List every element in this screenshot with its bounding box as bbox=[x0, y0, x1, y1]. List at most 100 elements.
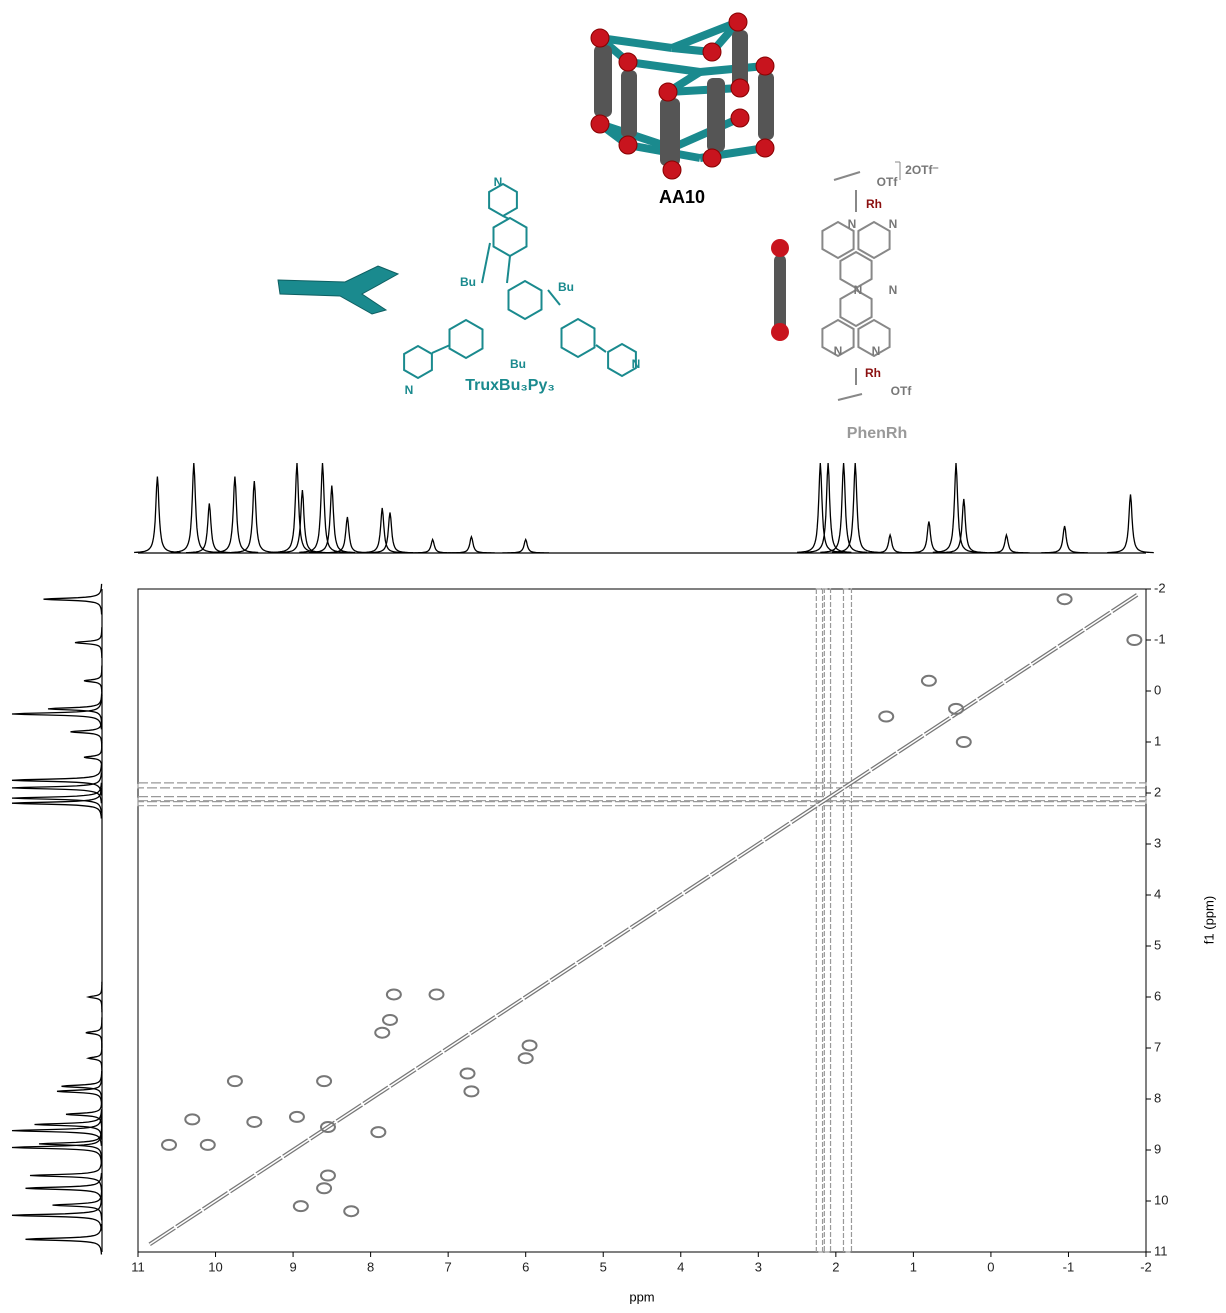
x-tick-label: -2 bbox=[1140, 1259, 1152, 1274]
x-tick-label: 7 bbox=[445, 1259, 452, 1274]
streak bbox=[842, 588, 853, 1253]
ring bbox=[507, 279, 543, 321]
cross-peak bbox=[517, 1052, 534, 1065]
top-projection-peak bbox=[170, 462, 218, 554]
top-projection-peak bbox=[273, 462, 321, 554]
top-projection-peak bbox=[448, 534, 495, 554]
sphere bbox=[755, 138, 775, 158]
ring bbox=[821, 220, 855, 260]
left-projection-peak bbox=[74, 627, 103, 658]
x-tick-label: 9 bbox=[289, 1259, 296, 1274]
ligand-label: N bbox=[632, 357, 641, 371]
sphere bbox=[702, 148, 722, 168]
left-projection-peak bbox=[83, 665, 103, 697]
y-tick-label: 6 bbox=[1154, 988, 1161, 1003]
streak bbox=[137, 800, 1147, 807]
ligand-name: TruxBu₃Py₃ bbox=[465, 377, 554, 394]
cross-peak bbox=[161, 1138, 178, 1151]
cross-peak bbox=[1126, 634, 1143, 646]
bond bbox=[667, 84, 741, 96]
sphere bbox=[658, 82, 678, 102]
cylinder bbox=[660, 98, 680, 166]
cross-peak bbox=[428, 988, 445, 1001]
top-projection-peak bbox=[409, 537, 456, 554]
top-projection-peak bbox=[1041, 525, 1088, 554]
left-projection-peak bbox=[11, 698, 103, 730]
left-projection-peak bbox=[61, 1071, 103, 1102]
cross-peak bbox=[878, 710, 895, 723]
streak bbox=[821, 588, 832, 1253]
y-tick-label: 5 bbox=[1154, 937, 1161, 952]
cylinder bbox=[732, 30, 748, 90]
left-projection-peak bbox=[43, 583, 103, 615]
left-projection-peak bbox=[11, 782, 103, 814]
ring bbox=[839, 250, 873, 290]
cross-peak bbox=[370, 1126, 387, 1139]
clip-label: OTf bbox=[891, 384, 913, 398]
cross-peak bbox=[288, 1110, 305, 1123]
y-tick-label: 3 bbox=[1154, 835, 1161, 850]
cross-peak bbox=[385, 988, 402, 1001]
streak bbox=[137, 796, 1147, 803]
bond bbox=[670, 114, 742, 152]
y-tick-label: 8 bbox=[1154, 1090, 1161, 1105]
clip-label: OTf bbox=[877, 175, 899, 189]
ligand-label: Bu bbox=[558, 280, 574, 294]
cross-peak bbox=[316, 1182, 333, 1195]
x-tick-label: 10 bbox=[208, 1259, 222, 1274]
top-projection-peak bbox=[797, 462, 844, 554]
cylinder bbox=[707, 78, 725, 152]
sphere bbox=[771, 239, 789, 257]
y-tick-label: 9 bbox=[1154, 1141, 1161, 1156]
left-projection-peak bbox=[47, 693, 103, 725]
cross-peak bbox=[920, 674, 937, 687]
cross-peak bbox=[1056, 593, 1073, 606]
left-projection-peak bbox=[56, 1076, 103, 1107]
cross-peak bbox=[292, 1200, 309, 1213]
tripod-icon bbox=[277, 265, 400, 315]
left-projection-peak bbox=[11, 772, 103, 804]
bond bbox=[833, 171, 861, 181]
top-projection-peak bbox=[1107, 494, 1154, 554]
left-projection-peak bbox=[52, 1189, 103, 1221]
cross-peak bbox=[463, 1085, 480, 1098]
y-axis-label: f1 (ppm) bbox=[1201, 896, 1216, 944]
ring bbox=[403, 344, 433, 380]
ligand-label: Bu bbox=[460, 275, 476, 289]
clip-label: N bbox=[834, 344, 843, 358]
ligand-label: N bbox=[405, 383, 414, 397]
clip-label: Rh bbox=[865, 366, 881, 380]
y-tick-label: 1 bbox=[1154, 733, 1161, 748]
y-tick-label: -2 bbox=[1154, 580, 1166, 595]
top-projection-peak bbox=[366, 512, 414, 554]
x-tick-label: 3 bbox=[755, 1259, 762, 1274]
sphere bbox=[618, 135, 638, 155]
bond bbox=[595, 344, 607, 353]
cross-peak bbox=[459, 1067, 476, 1080]
y-tick-label: 10 bbox=[1154, 1192, 1168, 1207]
cylinder bbox=[621, 70, 637, 138]
clip-name: PhenRh bbox=[847, 425, 907, 442]
cross-peak bbox=[955, 736, 972, 748]
cross-peak bbox=[226, 1075, 243, 1088]
structures: Bu Bu Bu N N N 2OTf⁻ OTf Rh N N N N N N Rh OTf bbox=[277, 12, 939, 401]
bond bbox=[547, 289, 561, 306]
sphere bbox=[771, 323, 789, 341]
top-projection-peak bbox=[820, 462, 867, 554]
top-projection-peak bbox=[831, 462, 879, 554]
sphere bbox=[728, 12, 748, 32]
bond bbox=[506, 255, 511, 284]
cross-peak bbox=[343, 1205, 360, 1218]
clip-label: Rh bbox=[866, 197, 882, 211]
cross-peak bbox=[521, 1039, 538, 1052]
y-tick-label: -1 bbox=[1154, 631, 1166, 646]
x-tick-label: 11 bbox=[131, 1259, 145, 1274]
top-projection-peak bbox=[231, 480, 278, 554]
top-projection-peak bbox=[134, 476, 181, 554]
left-projection-peak bbox=[85, 1042, 103, 1074]
left-projection-peak bbox=[85, 981, 103, 1013]
x-tick-label: 1 bbox=[910, 1259, 917, 1274]
ring bbox=[607, 342, 637, 378]
streak bbox=[815, 588, 825, 1253]
left-projection-peak bbox=[85, 1017, 103, 1048]
